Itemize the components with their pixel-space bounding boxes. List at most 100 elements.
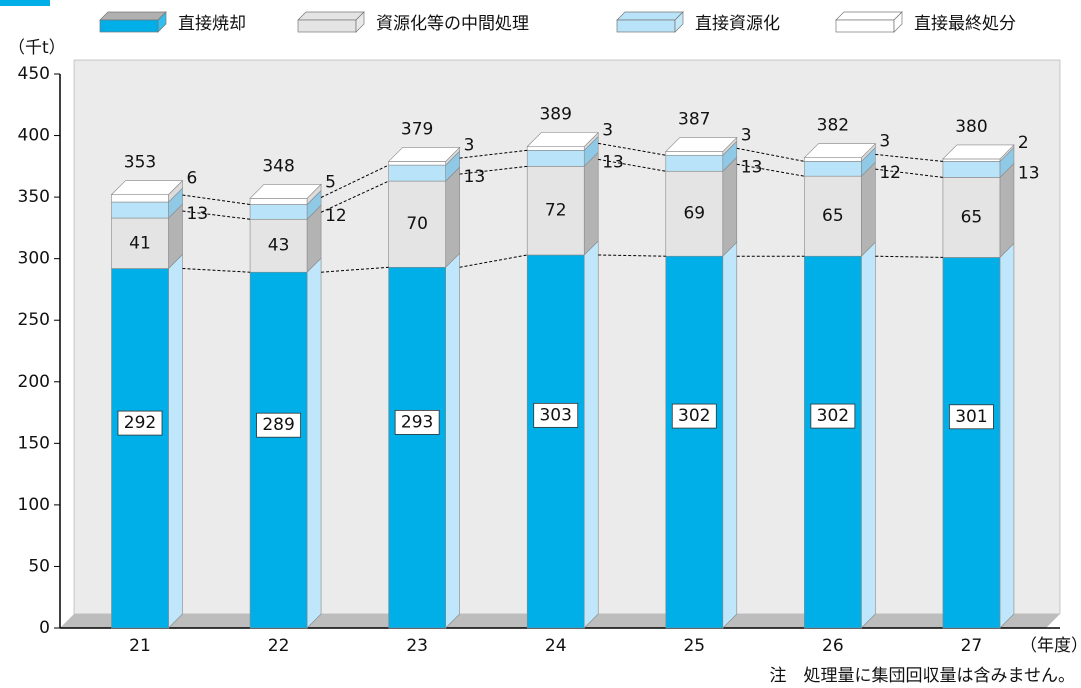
y-tick-label: 400 — [18, 126, 50, 146]
legend-label: 直接焼却 — [178, 14, 246, 34]
value-label: 70 — [406, 214, 428, 234]
connector — [598, 254, 666, 257]
bar-side — [168, 253, 183, 629]
connector — [598, 142, 666, 156]
bar-segment-group — [249, 257, 322, 629]
bar-segment-group — [388, 166, 460, 269]
connector — [875, 153, 943, 162]
value-label: 6 — [187, 169, 198, 189]
value-label: 41 — [129, 233, 151, 253]
connector — [459, 149, 528, 159]
bar — [111, 217, 169, 269]
bar — [804, 255, 862, 629]
value-label: 293 — [401, 412, 433, 432]
value-label-box — [533, 402, 579, 428]
bar-side — [861, 161, 876, 257]
legend-swatch-side — [355, 11, 365, 33]
bar — [804, 161, 862, 177]
bar — [249, 271, 308, 629]
bar-segment-group — [526, 151, 599, 256]
total-label: 353 — [124, 153, 156, 173]
value-label-box — [949, 404, 994, 430]
y-tick-label: 150 — [18, 433, 50, 453]
bar — [665, 154, 724, 172]
bar-top — [110, 180, 184, 195]
bar — [665, 151, 724, 156]
legend-swatch-side — [157, 11, 167, 33]
value-label: 302 — [678, 406, 710, 426]
bar — [526, 166, 585, 256]
value-label: 3 — [464, 135, 475, 155]
bar-segment-group — [942, 146, 1015, 179]
bar-top — [249, 184, 322, 199]
connector — [320, 164, 389, 198]
bar-segment-group — [111, 253, 183, 629]
bar-segment-group — [804, 241, 876, 629]
legend-swatch — [297, 19, 357, 33]
corner-accent — [0, 0, 50, 6]
connector — [598, 158, 666, 172]
legend-swatch-top — [297, 11, 365, 21]
connector — [875, 255, 943, 258]
note: 注 処理量に集団回収量は含みません。 — [770, 666, 1076, 686]
bar-segment-group — [804, 161, 876, 257]
value-label: 43 — [268, 236, 290, 256]
bar-segment-group — [249, 204, 322, 273]
legend-swatch-side — [674, 11, 684, 33]
bar — [111, 194, 169, 203]
value-label: 289 — [262, 415, 294, 435]
connector — [321, 266, 389, 273]
y-axis-label: （千t） — [8, 38, 66, 58]
bar — [526, 146, 585, 151]
x-tick-label: 25 — [683, 636, 705, 656]
legend-swatch-top — [616, 11, 684, 21]
bar — [249, 198, 308, 205]
legend-swatch-top — [99, 11, 167, 21]
x-tick-label: 24 — [545, 636, 567, 656]
x-tick-label: 26 — [822, 636, 844, 656]
total-label: 380 — [955, 117, 987, 137]
y-tick-label: 350 — [18, 187, 50, 207]
x-axis-label: （年度） — [1020, 636, 1081, 656]
bar — [111, 268, 169, 629]
value-label: 3 — [602, 121, 613, 141]
bar-side — [306, 257, 322, 629]
bar — [804, 175, 862, 257]
bar-top — [665, 137, 738, 152]
y-tick-label: 450 — [18, 64, 50, 84]
bar-segment-group — [111, 187, 183, 219]
total-label: 389 — [539, 105, 571, 125]
bar-segment-group — [665, 241, 738, 629]
connector — [182, 210, 251, 220]
bar-segment-group — [526, 135, 599, 168]
bar — [388, 180, 446, 268]
bar — [665, 170, 724, 257]
value-label: 2 — [1018, 133, 1029, 153]
value-label: 65 — [822, 206, 844, 226]
bar-side — [722, 241, 738, 629]
connector — [875, 168, 943, 178]
value-label: 13 — [464, 167, 486, 187]
y-tick-label: 300 — [18, 249, 50, 269]
connector — [736, 163, 805, 177]
x-tick-label: 27 — [961, 636, 983, 656]
bar-top — [942, 144, 1015, 160]
y-tick-label: 0 — [39, 618, 50, 638]
bar — [388, 266, 446, 629]
x-tick-label: 23 — [406, 636, 428, 656]
bar-segment-group — [665, 140, 738, 172]
total-label: 348 — [262, 156, 294, 176]
value-label-box — [394, 409, 440, 435]
value-label: 72 — [545, 201, 567, 221]
value-label: 12 — [879, 163, 901, 183]
bar-segment-group — [526, 240, 599, 629]
bar — [665, 255, 724, 629]
bar-segment-group — [942, 242, 1015, 629]
bar — [526, 254, 585, 629]
bar-side — [999, 242, 1015, 629]
value-label: 3 — [741, 126, 752, 146]
bar — [249, 218, 308, 273]
legend-swatch-top — [835, 11, 903, 21]
bar — [942, 161, 1001, 178]
legend-swatch-side — [893, 11, 903, 33]
